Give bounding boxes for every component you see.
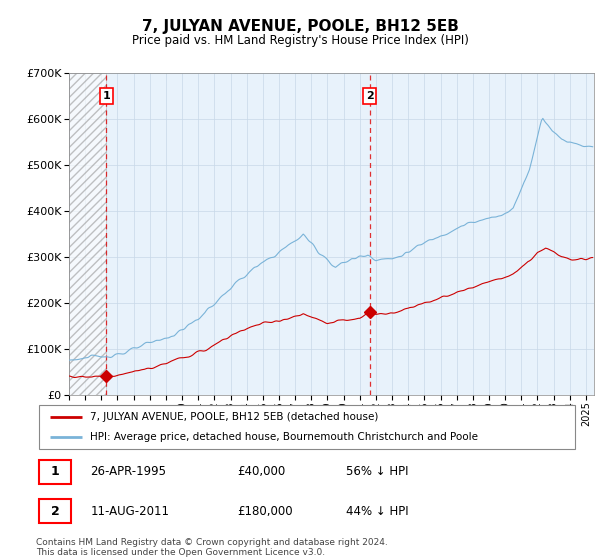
Text: 7, JULYAN AVENUE, POOLE, BH12 5EB: 7, JULYAN AVENUE, POOLE, BH12 5EB: [142, 20, 458, 34]
Text: 26-APR-1995: 26-APR-1995: [91, 465, 166, 478]
Text: 7, JULYAN AVENUE, POOLE, BH12 5EB (detached house): 7, JULYAN AVENUE, POOLE, BH12 5EB (detac…: [91, 412, 379, 422]
Text: Price paid vs. HM Land Registry's House Price Index (HPI): Price paid vs. HM Land Registry's House …: [131, 34, 469, 47]
Text: £180,000: £180,000: [237, 505, 293, 517]
Text: Contains HM Land Registry data © Crown copyright and database right 2024.
This d: Contains HM Land Registry data © Crown c…: [36, 538, 388, 557]
Text: 44% ↓ HPI: 44% ↓ HPI: [346, 505, 408, 517]
FancyBboxPatch shape: [39, 499, 71, 523]
Text: 2: 2: [50, 505, 59, 517]
Text: £40,000: £40,000: [237, 465, 285, 478]
Text: 11-AUG-2011: 11-AUG-2011: [91, 505, 169, 517]
Text: 1: 1: [103, 91, 110, 101]
FancyBboxPatch shape: [39, 460, 71, 484]
FancyBboxPatch shape: [39, 405, 575, 449]
Text: HPI: Average price, detached house, Bournemouth Christchurch and Poole: HPI: Average price, detached house, Bour…: [91, 432, 478, 442]
Text: 2: 2: [366, 91, 374, 101]
Text: 1: 1: [50, 465, 59, 478]
Text: 56% ↓ HPI: 56% ↓ HPI: [346, 465, 408, 478]
Bar: [69, 73, 106, 395]
